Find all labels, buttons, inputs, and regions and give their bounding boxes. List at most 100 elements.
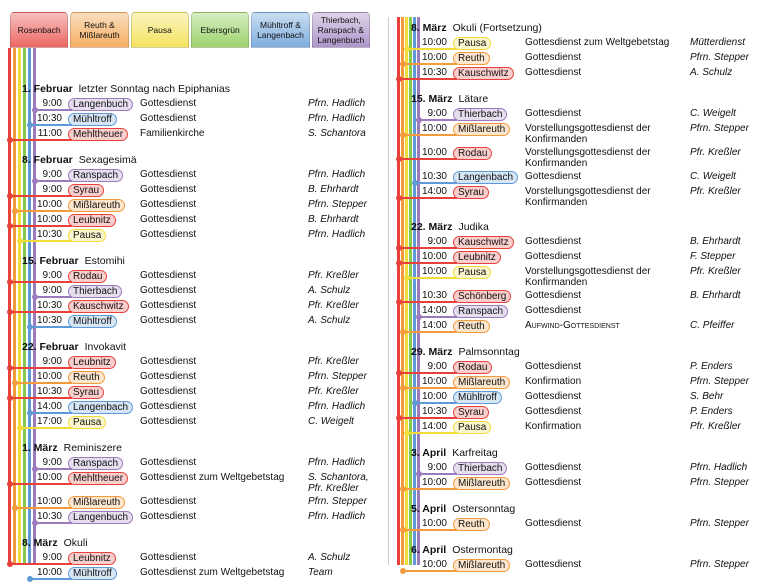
place-cell: Langenbuch [68,98,140,111]
place: Mißlareuth [68,496,126,509]
line-stripe [18,48,21,565]
service: Gottesdienst [140,552,197,563]
line-stripe [405,17,408,565]
service: Gottesdienst [140,285,197,296]
route-dot [415,314,422,320]
pastor: B. Ehrhardt [308,214,359,225]
route-dot [6,193,13,199]
service: Gottesdienst [140,457,197,468]
route-dot [31,178,38,184]
time: 9:00 [42,457,62,468]
service-row: 10:00 Mehltheuer Gottesdienst zum Weltgebe… [0,470,376,494]
service-row: 10:00 Mühltroff Gottesdienst zum Weltgebet… [0,565,376,582]
service: Gottesdienst [140,386,197,397]
pastor: P. Enders [690,406,733,417]
service: Gottesdienst [525,108,582,119]
route-line [397,262,457,264]
pastor: C. Weigelt [308,416,354,427]
time: 11:00 [37,128,62,139]
place: Reuth [453,52,490,65]
service: Gottesdienst [525,462,582,473]
schedule-column: 8. März Okuli (Fortsetzung) 10:00 Pausa Gott… [388,17,768,574]
place: Leubnitz [453,251,501,264]
place-cell: Rodau [453,361,525,374]
service: Gottesdienst [140,401,197,412]
service: Gottesdienst [525,171,582,182]
place: Reuth [453,320,490,333]
service-row: 14:00 Reuth Aufwind-Gottesdienst C. Pfeiffe… [389,318,768,335]
route-line [417,316,457,318]
service-row: 10:30 Kauschwitz Gottesdienst A. Schulz [389,65,768,82]
service-row: 9:00 Rodau Gottesdienst Pfr. Kreßler [0,268,376,285]
time: 10:00 [421,123,447,134]
route-dot [399,385,406,391]
route-line [401,529,457,531]
place-cell: Langenbach [68,401,140,414]
pastor: F. Stepper [690,251,736,262]
service-row: 10:30 Langenbach Gottesdienst C. Weigelt [389,169,768,186]
service: Gottesdienst zum Weltgebetstag [140,567,285,578]
date: 8. März [411,22,447,34]
day-name: Sexagesimä [78,154,137,166]
day-name: letzter Sonntag nach Epiphanias [78,83,230,95]
legend-box: Ebersgrün [190,12,250,48]
date: 8. März [22,537,58,549]
place-cell: Thierbach [453,108,525,121]
place: Mehltheuer [68,128,129,141]
service: Gottesdienst [525,236,582,247]
route-line [413,182,457,184]
place-cell: Pausa [453,37,525,50]
pastor: Pfrn. Hadlich [308,229,366,240]
time: 9:00 [42,552,62,563]
service: Gottesdienst [140,184,197,195]
time: 10:30 [36,113,62,124]
route-dot [403,46,410,52]
day-heading: 29. März Palmsonntag [389,341,768,359]
time: 10:00 [421,391,447,402]
place: Syrau [68,184,105,197]
time: 10:30 [421,67,447,78]
place: Pausa [68,229,107,242]
time: 9:00 [42,184,62,195]
route-line [401,63,457,65]
route-line [33,296,72,298]
date: 22. März [411,221,453,233]
legend-box: Thierbach, Ranspach & Langenbuch [311,12,370,48]
place-cell: Ranspach [453,305,525,318]
day: 8. Februar Sexagesimä 9:00 Ranspach Gottesdi… [0,149,376,244]
pastor: S. Schantora, Pfr. Kreßler [308,472,369,494]
time: 17:00 [36,416,62,427]
legend-box: Pausa [130,12,189,48]
service: Gottesdienst [140,371,197,382]
time: 10:30 [36,315,62,326]
legend-box: Mühltroff & Langenbach [251,12,310,48]
route-dot [6,481,13,487]
service-row: 14:00 Langenbach Gottesdienst Pfrn. Hadlich [0,399,376,416]
service-row: 9:00 Langenbuch Gottesdienst Pfrn. Hadlich [0,96,376,113]
service-row: 10:30 Syrau Gottesdienst P. Enders [389,404,768,421]
place-cell: Mühltroff [68,113,140,126]
pastor: P. Enders [690,361,733,372]
time: 10:00 [421,376,447,387]
service: Gottesdienst [525,251,582,262]
service-row: 9:00 Thierbach Gottesdienst A. Schulz [0,283,376,300]
pastor: Pfrn. Stepper [690,52,749,63]
day: 8. März Okuli (Fortsetzung) 10:00 Pausa Gott… [389,17,768,82]
place: Mühltroff [68,567,117,580]
place: Langenbuch [68,511,134,524]
time: 10:00 [36,199,62,210]
service-row: 10:00 Leubnitz Gottesdienst B. Ehrhardt [0,212,376,229]
line-stripe [413,17,416,565]
place-cell: Mühltroff [453,391,525,404]
schedule-column: 1. Februar letzter Sonntag nach Epiphania… [0,48,376,582]
date: 15. März [411,93,453,105]
place: Kauschwitz [453,236,514,249]
line-stripe [397,17,400,565]
pastor: Pfr. Kreßler [690,186,741,197]
service-row: 10:00 Pausa Vorstellungsgottesdienst der K… [389,264,768,288]
place: Mühltroff [68,315,117,328]
service-row: 10:30 Schönberg Gottesdienst B. Ehrhardt [389,288,768,305]
place-cell: Reuth [453,52,525,65]
day-name: Judika [458,221,489,233]
route-dot [399,329,406,335]
